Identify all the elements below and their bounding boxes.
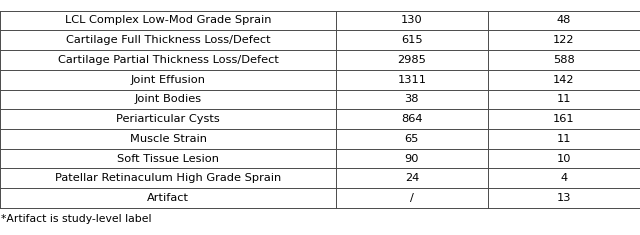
Text: Muscle Strain: Muscle Strain: [129, 134, 207, 144]
Text: Cartilage Full Thickness Loss/Defect: Cartilage Full Thickness Loss/Defect: [66, 35, 270, 45]
Text: 122: 122: [553, 35, 575, 45]
Text: 161: 161: [553, 114, 575, 124]
Text: 2985: 2985: [397, 55, 426, 65]
Text: *Artifact is study-level label: *Artifact is study-level label: [1, 214, 152, 223]
Text: 588: 588: [553, 55, 575, 65]
Text: 864: 864: [401, 114, 422, 124]
Text: LCL Complex Low-Mod Grade Sprain: LCL Complex Low-Mod Grade Sprain: [65, 16, 271, 25]
Text: Soft Tissue Lesion: Soft Tissue Lesion: [117, 154, 219, 164]
Text: 4: 4: [560, 173, 568, 183]
Text: 24: 24: [404, 173, 419, 183]
Text: 90: 90: [404, 154, 419, 164]
Text: /: /: [410, 193, 414, 203]
Text: 11: 11: [557, 134, 571, 144]
Text: 615: 615: [401, 35, 422, 45]
Text: 10: 10: [557, 154, 571, 164]
Text: 1311: 1311: [397, 75, 426, 85]
Text: 13: 13: [557, 193, 571, 203]
Text: Periarticular Cysts: Periarticular Cysts: [116, 114, 220, 124]
Text: Joint Bodies: Joint Bodies: [134, 94, 202, 104]
Text: Artifact: Artifact: [147, 193, 189, 203]
Text: 130: 130: [401, 16, 422, 25]
Text: Cartilage Partial Thickness Loss/Defect: Cartilage Partial Thickness Loss/Defect: [58, 55, 278, 65]
Text: Joint Effusion: Joint Effusion: [131, 75, 205, 85]
Text: 142: 142: [553, 75, 575, 85]
Text: 65: 65: [404, 134, 419, 144]
Text: 48: 48: [557, 16, 571, 25]
Text: Patellar Retinaculum High Grade Sprain: Patellar Retinaculum High Grade Sprain: [55, 173, 281, 183]
Text: 38: 38: [404, 94, 419, 104]
Text: 11: 11: [557, 94, 571, 104]
